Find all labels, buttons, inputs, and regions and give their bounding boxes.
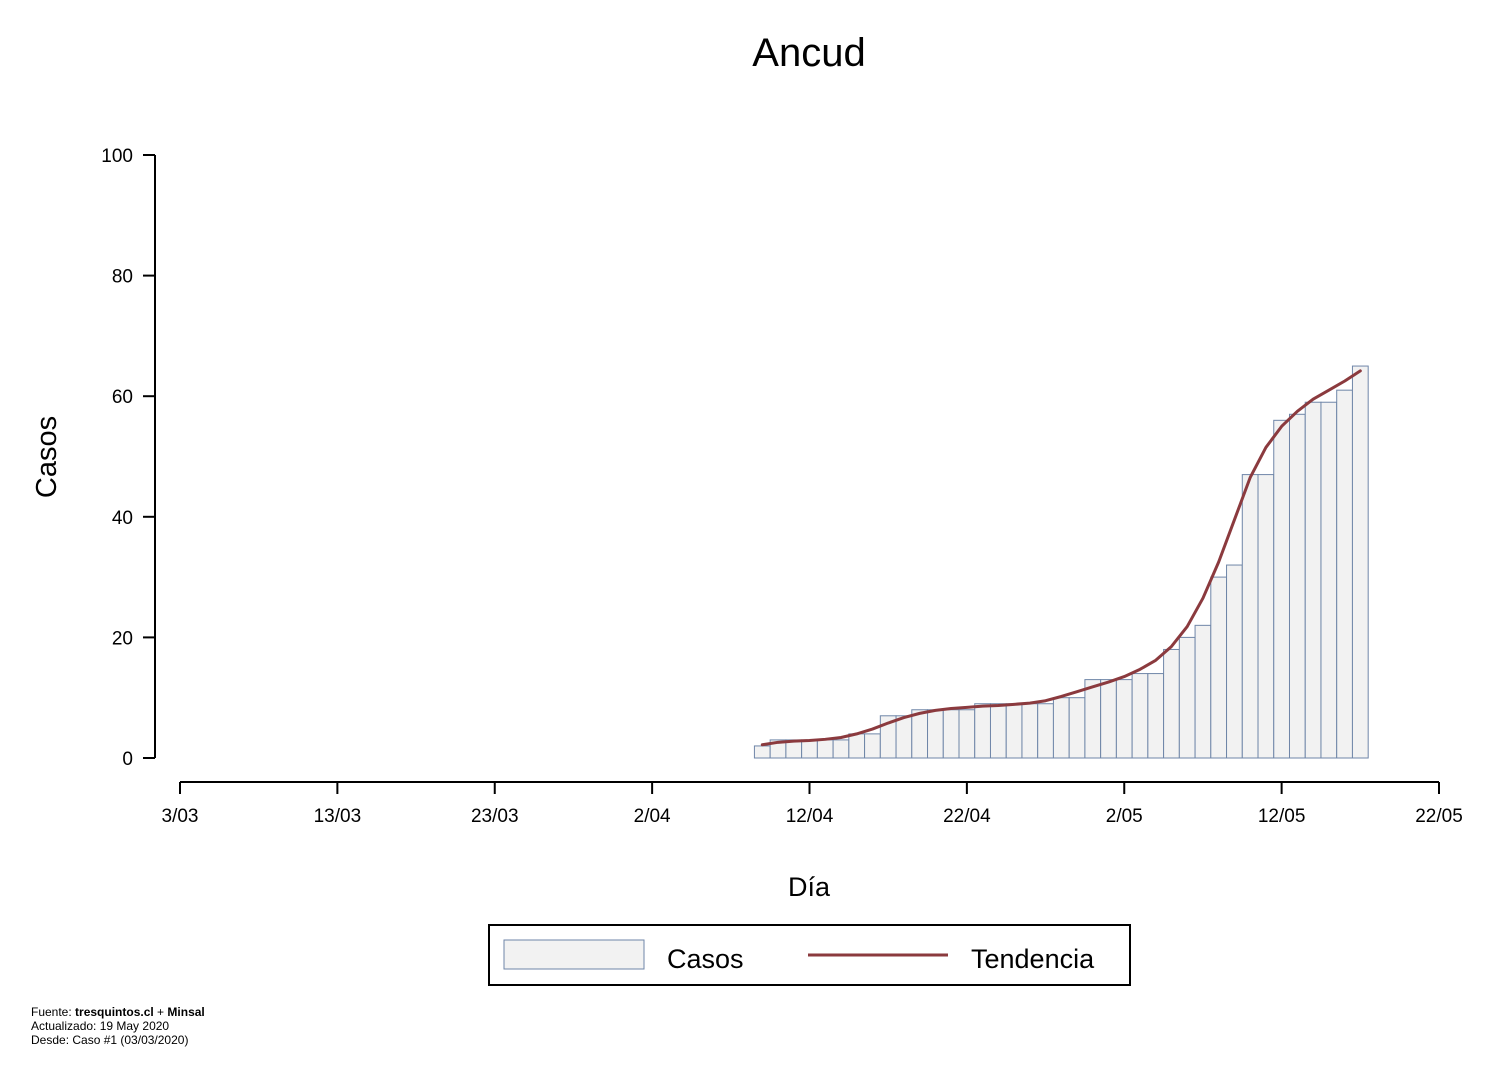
x-tick-label: 22/04 [943, 806, 991, 827]
x-tick-label: 12/05 [1258, 806, 1306, 827]
bar [1021, 703, 1039, 759]
footer-since: Desde: Caso #1 (03/03/2020) [31, 1033, 189, 1047]
bar [1226, 564, 1243, 759]
bar [864, 733, 881, 759]
bar [1304, 401, 1322, 759]
x-tick-label: 22/05 [1415, 806, 1463, 827]
x-tick-label: 13/03 [314, 806, 362, 827]
bar [1273, 419, 1290, 759]
bar [1257, 474, 1275, 759]
footer-source-minsal: Minsal [167, 1005, 205, 1019]
y-axis-label: Casos [31, 416, 63, 498]
x-tick-label: 12/04 [786, 806, 834, 827]
bar [974, 703, 991, 759]
bar [1288, 413, 1306, 759]
bar [989, 703, 1007, 759]
bar [1336, 389, 1353, 759]
bar [1115, 679, 1133, 759]
bar [1194, 624, 1212, 759]
y-tick-label: 80 [112, 267, 133, 288]
bar [832, 739, 850, 759]
x-tick-label: 3/03 [162, 806, 199, 827]
legend-label-casos: Casos [667, 944, 744, 974]
chart-title: Ancud [752, 31, 865, 75]
x-tick-label: 2/04 [634, 806, 671, 827]
y-tick-label: 100 [101, 146, 133, 167]
x-axis: 3/03 13/03 23/03 2/04 12/04 22/04 2/05 12/05 22/… [162, 781, 1463, 827]
legend-swatch-casos [503, 939, 645, 970]
bar [1037, 703, 1054, 759]
bar [895, 715, 913, 759]
x-tick-label: 2/05 [1106, 806, 1143, 827]
bar [848, 733, 866, 759]
y-tick-label: 60 [112, 387, 133, 408]
x-tick-label: 23/03 [471, 806, 519, 827]
footer-updated: Actualizado: 19 May 2020 [31, 1019, 170, 1033]
bar [1084, 679, 1102, 759]
legend: Casos Tendencia [488, 924, 1131, 986]
bar [1131, 673, 1149, 759]
y-tick-label: 20 [112, 628, 133, 649]
bar [1100, 679, 1117, 759]
bar [911, 709, 929, 759]
footer-source: Fuente: tresquintos.cl + Minsal [31, 1005, 205, 1019]
bar-series-casos [753, 365, 1369, 759]
y-tick-label: 0 [122, 749, 133, 770]
footer-source-plus: + [153, 1005, 168, 1019]
bar [1210, 576, 1228, 759]
bar [942, 709, 960, 759]
bar [1320, 401, 1338, 759]
x-axis-label: Día [788, 872, 831, 902]
y-axis: 0 20 40 60 80 100 [101, 146, 156, 770]
bar [1147, 673, 1165, 759]
bar [801, 739, 818, 759]
bar [1163, 648, 1180, 759]
bar [1178, 636, 1196, 759]
footer: Fuente: tresquintos.cl + Minsal Actualiz… [31, 1005, 205, 1047]
bar [816, 739, 834, 759]
bar [1052, 697, 1070, 759]
legend-label-tendencia: Tendencia [971, 944, 1095, 974]
bar [1068, 697, 1086, 759]
line-series-tendencia [760, 369, 1362, 747]
bar [1005, 703, 1023, 759]
bar [958, 709, 976, 759]
bar [753, 745, 771, 759]
footer-source-prefix: Fuente: [31, 1005, 76, 1019]
y-tick-label: 40 [112, 508, 133, 529]
trend-line [760, 369, 1362, 747]
bar [1351, 365, 1369, 759]
bar [927, 709, 944, 759]
footer-source-tresquintos: tresquintos.cl [75, 1005, 154, 1019]
bar [1241, 474, 1259, 759]
